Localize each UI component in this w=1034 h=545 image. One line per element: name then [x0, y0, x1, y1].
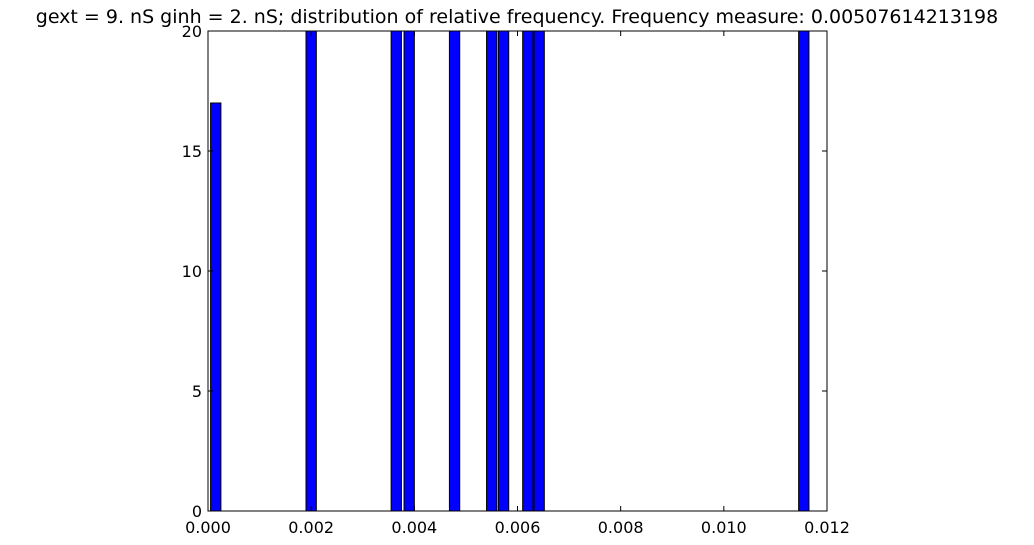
histogram-bar	[448, 30, 461, 512]
x-tick-label: 0.000	[185, 518, 231, 537]
histogram-bar	[390, 30, 402, 512]
chart-title: gext = 9. nS ginh = 2. nS; distribution …	[36, 6, 998, 28]
x-tick-label: 0.008	[598, 518, 644, 537]
histogram-bar	[497, 30, 510, 512]
x-tick-label: 0.002	[288, 518, 334, 537]
x-tick-label: 0.006	[495, 518, 541, 537]
histogram-bar	[798, 30, 810, 512]
histogram-bar	[210, 102, 222, 512]
x-tick-label: 0.010	[701, 518, 747, 537]
x-tick-label: 0.012	[804, 518, 850, 537]
histogram-bar	[403, 30, 415, 512]
histogram-bar	[486, 30, 498, 512]
y-tick-label: 0	[192, 502, 202, 521]
y-tick-label: 15	[182, 142, 202, 161]
bars-layer	[210, 30, 810, 512]
x-tick-label: 0.004	[391, 518, 437, 537]
ticks-layer	[207, 30, 828, 512]
histogram-bar	[305, 30, 317, 512]
y-tick-label: 5	[192, 382, 202, 401]
plot-frame	[207, 30, 828, 512]
histogram-bar	[522, 30, 534, 512]
y-tick-label: 20	[182, 22, 202, 41]
y-tick-label: 10	[182, 262, 202, 281]
histogram-bar	[533, 30, 545, 512]
tick-labels-layer: 0.000 0.002 0.004 0.006 0.008 0.010 0.012 0 5 10 1…	[182, 22, 850, 537]
